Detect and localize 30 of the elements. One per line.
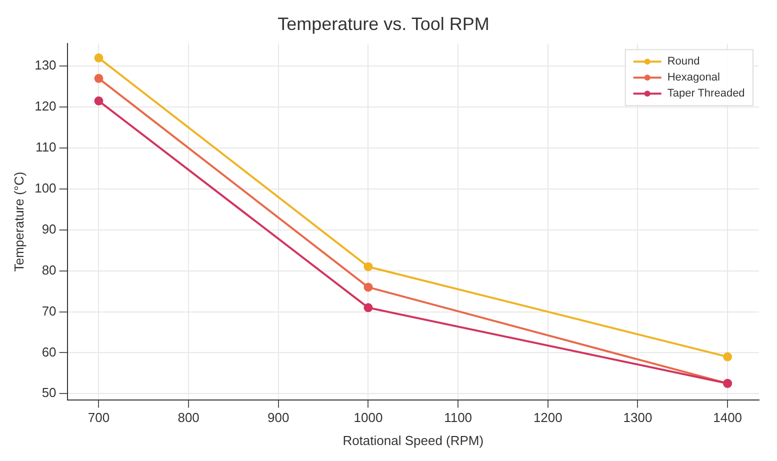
x-tick-label: 700 [88, 410, 110, 426]
x-tick-label: 800 [178, 410, 200, 426]
y-tick-label: 110 [36, 140, 56, 155]
y-tick-label: 60 [42, 344, 56, 360]
x-tick-label: 1000 [354, 410, 383, 426]
legend-label: Hexagonal [667, 72, 720, 84]
point [94, 96, 104, 106]
legend-label: Taper Threaded [667, 88, 745, 100]
x-tick-label: 1100 [444, 410, 472, 426]
point [94, 53, 104, 62]
y-tick-label: 70 [42, 303, 56, 318]
point [94, 74, 104, 83]
x-tick-label: 1200 [533, 410, 562, 426]
y-axis-title: Temperature (°C) [11, 172, 26, 272]
y-tick-label: 100 [34, 180, 56, 196]
y-tick-label: 90 [42, 221, 56, 236]
y-tick-label: 80 [42, 262, 56, 278]
y-tick-label: 130 [34, 58, 56, 73]
x-tick-label: 1300 [623, 410, 652, 426]
legend-label: Round [667, 56, 700, 68]
y-tick-label: 50 [42, 385, 56, 400]
x-axis-title: Rotational Speed (RPM) [342, 432, 484, 448]
point [364, 262, 373, 272]
point [364, 303, 373, 312]
x-tick-label: 900 [268, 410, 290, 426]
point [364, 282, 373, 292]
point [723, 352, 732, 362]
y-tick-label: 120 [34, 98, 56, 114]
x-tick-label: 1400 [713, 410, 742, 426]
chart-title: Temperature vs. Tool RPM [278, 14, 490, 34]
